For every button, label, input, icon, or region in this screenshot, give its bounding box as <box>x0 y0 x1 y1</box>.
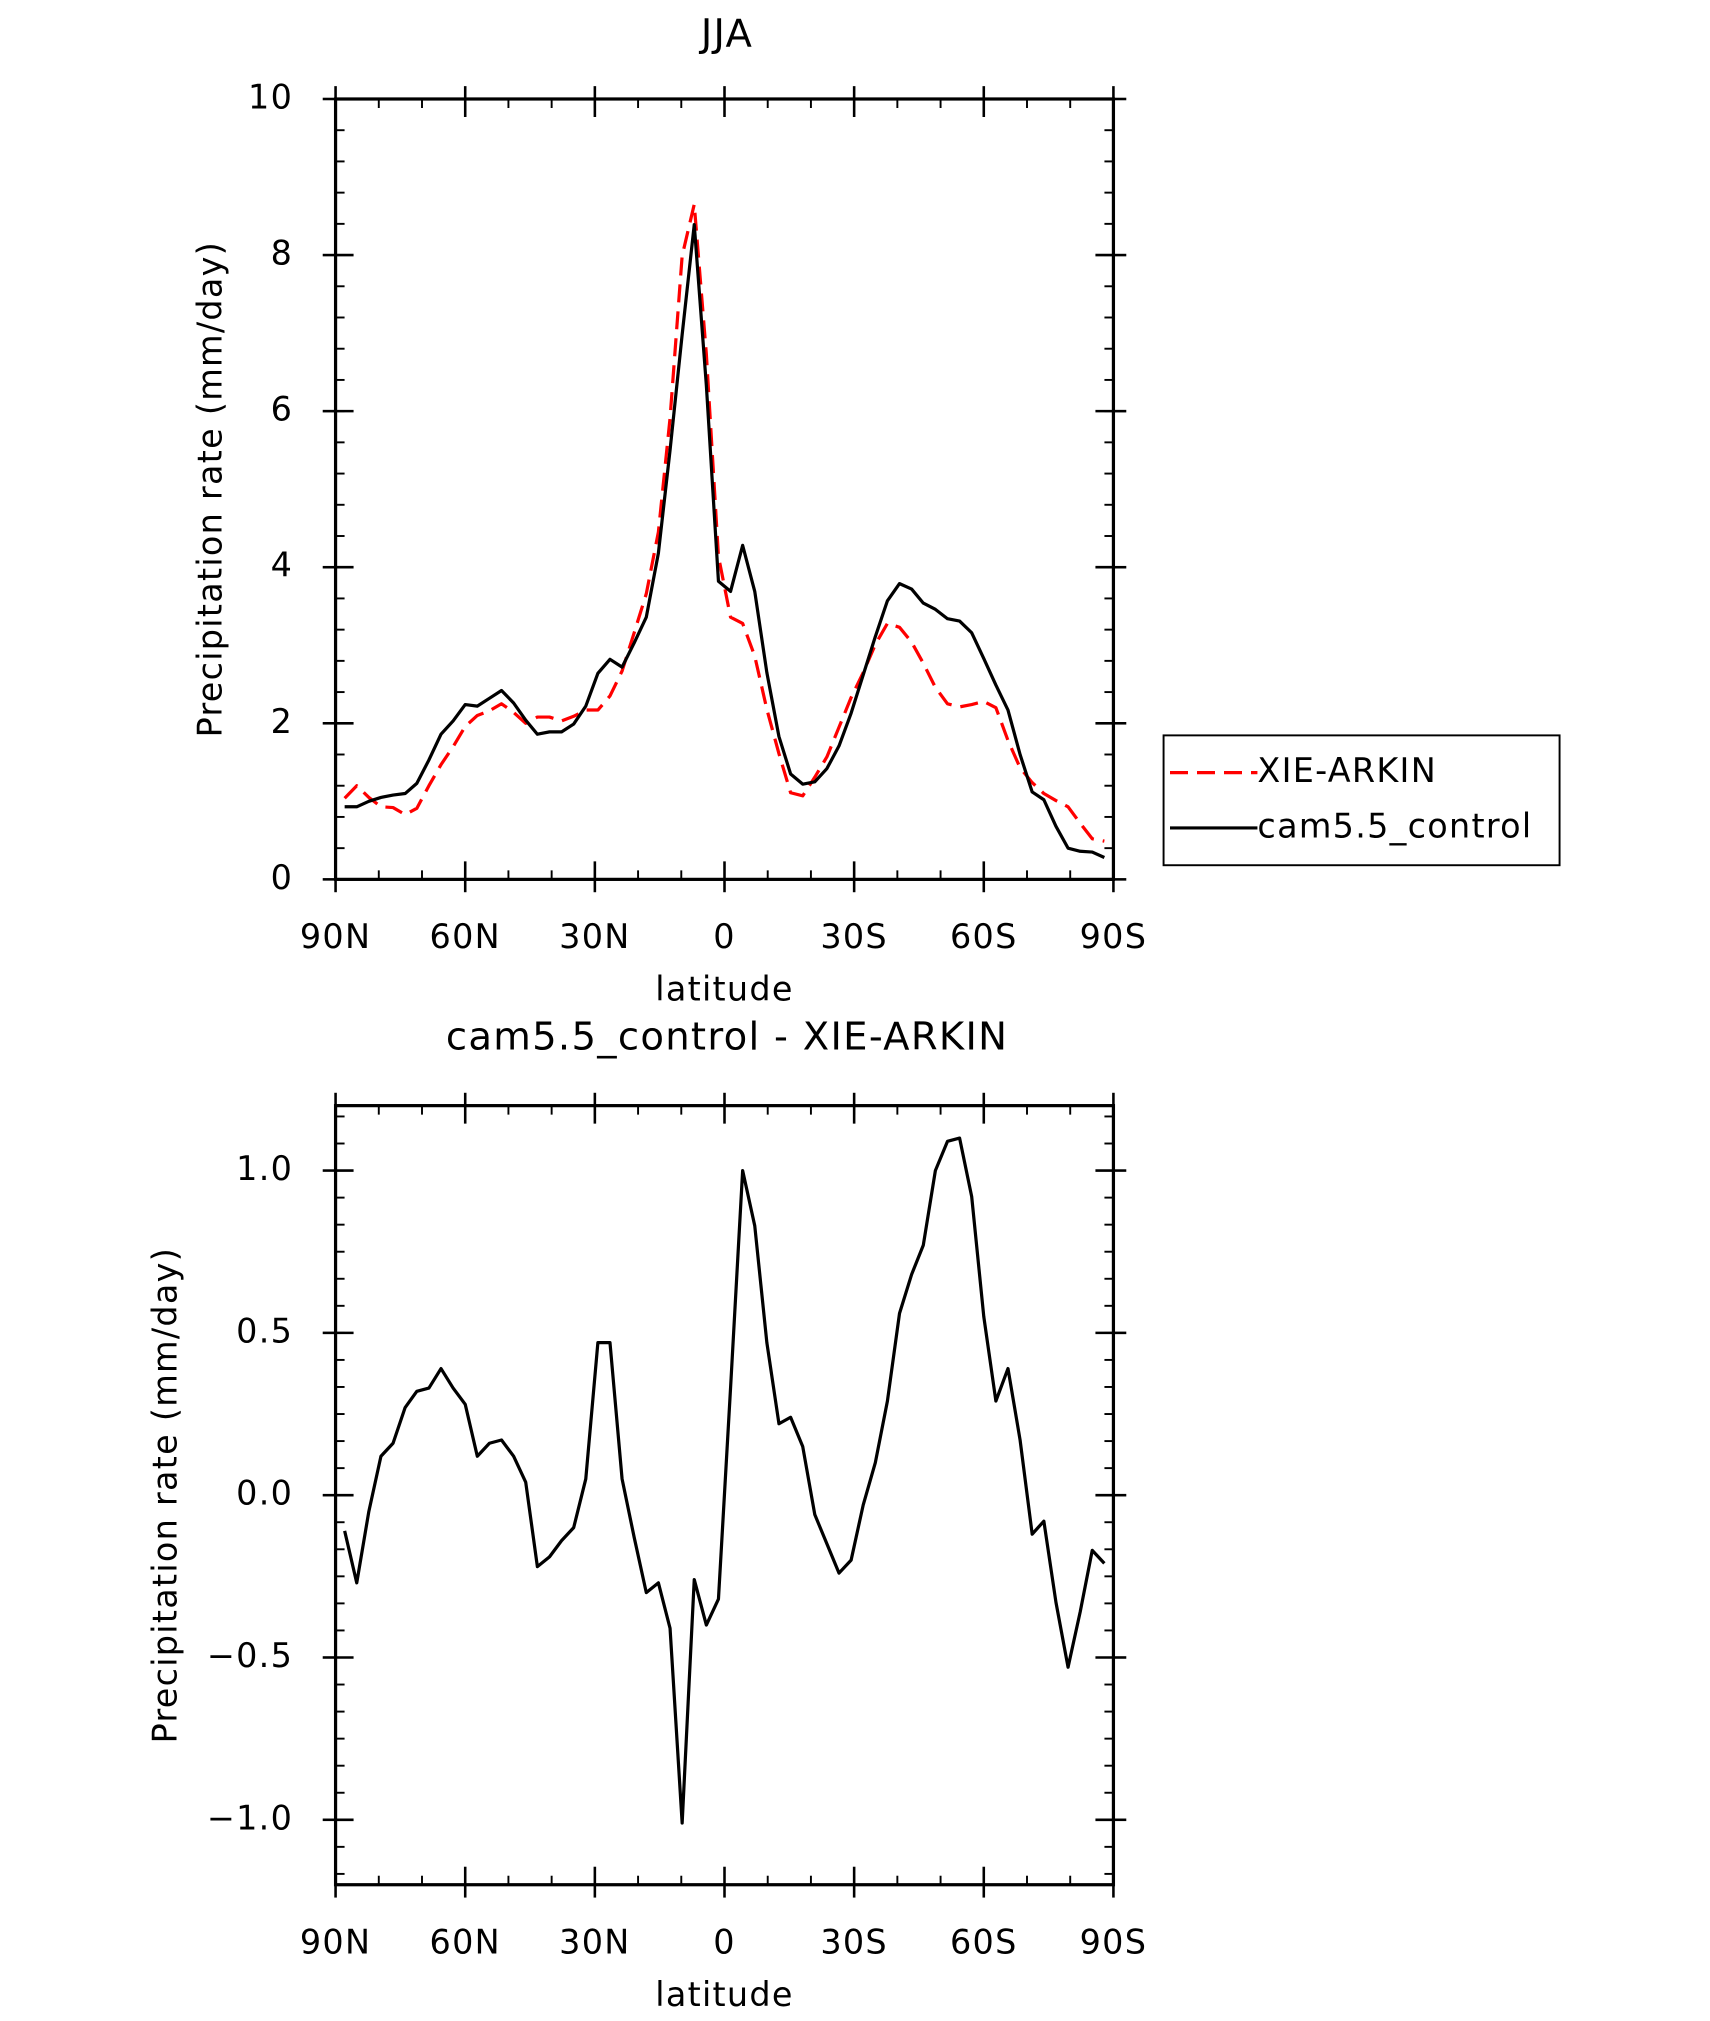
y-tick-label: 0 <box>271 858 294 897</box>
x-tick-label: 90S <box>1080 917 1148 956</box>
y-tick-label: 10 <box>248 77 293 116</box>
legend-box <box>1162 734 1561 867</box>
x-axis-label: latitude <box>655 1975 793 2014</box>
y-tick-label: 0.0 <box>236 1474 293 1513</box>
x-tick-label: 30N <box>559 917 630 956</box>
x-tick-label: 90N <box>300 1922 371 1961</box>
x-tick-label: 90S <box>1080 1922 1148 1961</box>
y-tick-label: −0.5 <box>207 1636 293 1675</box>
chart-title: JJA <box>699 11 753 56</box>
legend-label: cam5.5_control <box>1257 806 1532 845</box>
chart-title: cam5.5_control - XIE-ARKIN <box>446 1014 1008 1059</box>
x-tick-label: 60S <box>950 1922 1018 1961</box>
data-line <box>343 1136 1106 1825</box>
x-tick-label: 90N <box>300 917 371 956</box>
y-tick-label: 4 <box>271 546 294 585</box>
y-tick-label: 2 <box>271 702 294 741</box>
y-axis-label: Precipitation rate (mm/day) <box>146 1247 185 1743</box>
y-tick-label: 6 <box>271 390 294 429</box>
x-tick-label: 30S <box>820 1922 888 1961</box>
y-tick-label: 0.5 <box>236 1311 293 1350</box>
legend: XIE-ARKIN cam5.5_control <box>1162 734 1561 867</box>
y-tick-label: 8 <box>271 234 294 273</box>
x-tick-label: 30N <box>559 1922 630 1961</box>
legend-label: XIE-ARKIN <box>1257 751 1437 790</box>
x-tick-label: 60N <box>430 1922 501 1961</box>
data-line <box>343 202 1105 843</box>
x-axis-label: latitude <box>655 970 793 1009</box>
y-tick-label: −1.0 <box>207 1798 293 1837</box>
data-line <box>344 223 1106 859</box>
x-tick-label: 0 <box>713 1922 736 1961</box>
y-axis-label: Precipitation rate (mm/day) <box>191 241 230 737</box>
x-tick-label: 30S <box>820 917 888 956</box>
y-tick-label: 1.0 <box>236 1149 293 1188</box>
x-tick-label: 60S <box>950 917 1018 956</box>
plot-frame <box>333 1104 1116 1887</box>
x-tick-label: 60N <box>430 917 501 956</box>
x-tick-label: 0 <box>713 917 736 956</box>
plot-frame <box>333 97 1116 881</box>
